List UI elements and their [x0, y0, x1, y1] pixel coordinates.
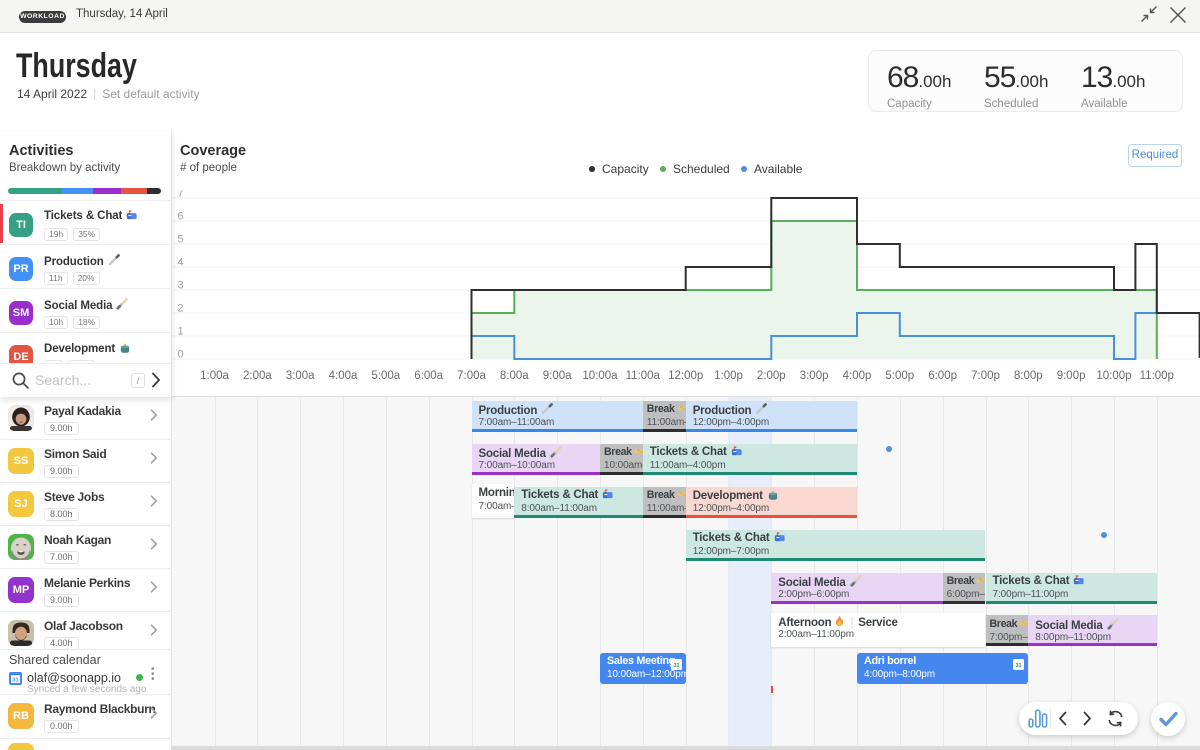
svg-text:0: 0	[178, 349, 184, 361]
svg-text:4: 4	[178, 257, 184, 269]
svg-text:6: 6	[178, 211, 184, 223]
svg-text:2: 2	[178, 303, 184, 315]
svg-text:7: 7	[178, 190, 184, 200]
svg-text:5: 5	[178, 234, 184, 246]
svg-text:3: 3	[178, 280, 184, 292]
svg-text:31: 31	[1016, 663, 1022, 669]
svg-text:31: 31	[673, 663, 679, 669]
svg-text:31: 31	[12, 678, 19, 684]
svg-text:1: 1	[178, 326, 184, 338]
